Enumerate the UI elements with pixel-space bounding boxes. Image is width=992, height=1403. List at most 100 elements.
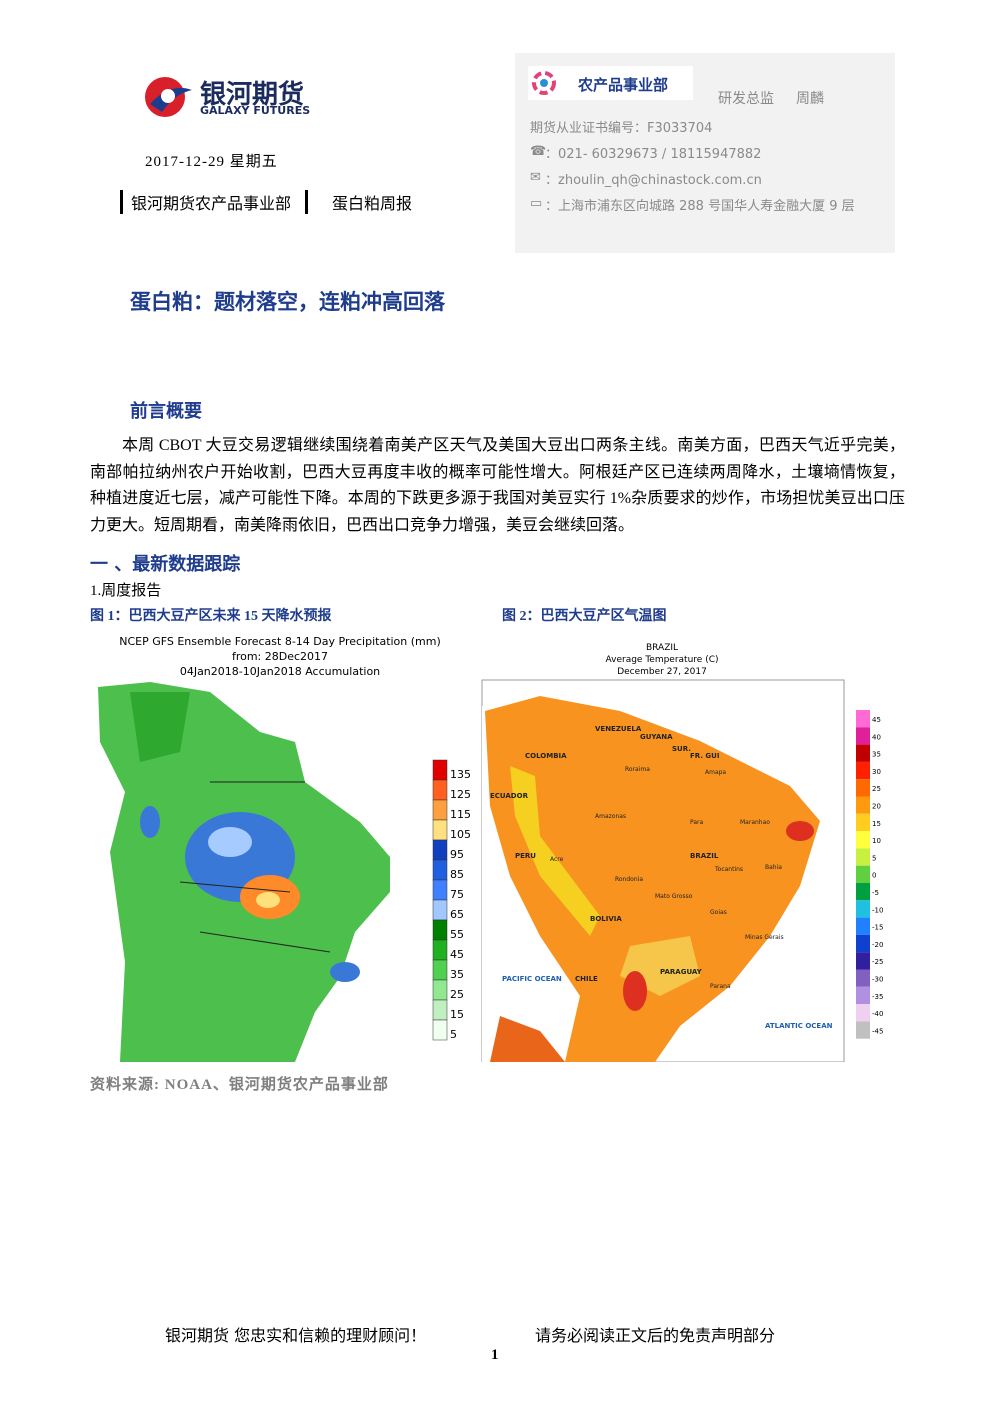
legend-label: 35 — [450, 968, 464, 981]
email: ：zhoulin_qh@chinastock.com.cn — [545, 173, 762, 188]
legend-label: 40 — [872, 733, 881, 741]
map-label: FR. GUI — [690, 752, 719, 760]
legend-label: -45 — [872, 1027, 883, 1035]
legend-swatch — [432, 839, 448, 861]
legend-label: 30 — [872, 768, 881, 776]
logo-mark — [145, 77, 192, 117]
map-label: Amapa — [705, 769, 726, 776]
dept: 银河期货农产品事业部 — [120, 190, 291, 214]
map-label: VENEZUELA — [595, 725, 642, 733]
map-label: Bahia — [765, 864, 782, 871]
footer-right: 请务必阅读正文后的免责声明部分 — [535, 1326, 776, 1345]
legend-swatch — [432, 859, 448, 881]
map-title: NCEP GFS Ensemble Forecast 8-14 Day Prec… — [119, 635, 441, 648]
legend-label: 65 — [450, 908, 464, 921]
legend-swatch — [856, 934, 870, 953]
legend-swatch — [432, 879, 448, 901]
map-label: PARAGUAY — [660, 968, 703, 976]
legend-label: 20 — [872, 803, 881, 811]
map-title: from: 28Dec2017 — [232, 650, 328, 663]
legend-label: -25 — [872, 958, 883, 966]
map-label: Acre — [550, 856, 564, 863]
legend-label: 55 — [450, 928, 464, 941]
footer-left: 银河期货 您忠实和信赖的理财顾问！ — [165, 1326, 427, 1345]
badge — [528, 66, 693, 100]
logo-en: GALAXY FUTURES — [200, 104, 311, 117]
legend-label: 125 — [450, 788, 471, 801]
map-title: December 27, 2017 — [617, 667, 707, 677]
legend-label: 5 — [450, 1028, 457, 1041]
legend-swatch — [856, 727, 870, 745]
legend-swatch — [856, 831, 870, 849]
role: 研发总监 — [718, 91, 774, 107]
map-label: BOLIVIA — [590, 915, 622, 923]
map-label: ECUADOR — [490, 792, 529, 800]
legend-label: -40 — [872, 1010, 883, 1018]
phone-icon: ☎ — [530, 143, 547, 158]
license: 期货从业证书编号：F3033704 — [530, 121, 713, 136]
legend-label: 95 — [450, 848, 464, 861]
legend-label: 45 — [872, 716, 881, 724]
legend-swatch — [856, 848, 870, 866]
map-label: GUYANA — [640, 733, 673, 741]
legend-label: -5 — [872, 889, 879, 897]
legend-swatch — [856, 883, 870, 901]
date: 2017-12-29 星期五 — [145, 154, 278, 170]
badge-text: 农产品事业部 — [578, 76, 669, 94]
legend-swatch — [856, 952, 870, 970]
legend-swatch — [432, 899, 448, 921]
legend-label: -30 — [872, 976, 883, 984]
caption: 图 2：巴西大豆产区气温图 — [502, 609, 667, 624]
phone: ：021- 60329673 / 18115947882 — [545, 147, 762, 162]
map-label: ATLANTIC OCEAN — [765, 1022, 833, 1030]
legend-label: 0 — [872, 872, 876, 880]
map-label: Maranhao — [740, 819, 770, 826]
intro-heading: 前言概要 — [130, 401, 202, 422]
legend-swatch — [856, 969, 870, 987]
map-label: Parana — [710, 983, 731, 990]
legend-swatch — [432, 799, 448, 821]
map-label: BRAZIL — [690, 852, 719, 860]
map-label: PERU — [515, 852, 536, 860]
address: ：上海市浦东区向城路 288 号国华人寿金融大厦 9 层 — [545, 199, 855, 214]
legend-label: 10 — [872, 837, 881, 845]
map-label: Amazonas — [595, 813, 626, 820]
map-label: Mato Grosso — [655, 893, 693, 900]
legend-swatch — [432, 919, 448, 941]
legend-label: -35 — [872, 993, 883, 1001]
legend-label: 85 — [450, 868, 464, 881]
legend-label: 15 — [872, 820, 881, 828]
legend-label: -10 — [872, 906, 883, 914]
legend-swatch — [432, 819, 448, 841]
legend-swatch — [432, 999, 448, 1021]
map-label: Minas Gerais — [745, 934, 784, 941]
legend-label: 115 — [450, 808, 471, 821]
map-label: Roraima — [625, 766, 650, 773]
legend-label: -20 — [872, 941, 883, 949]
map-label: Goias — [710, 909, 727, 916]
legend-swatch — [432, 939, 448, 961]
legend-swatch — [432, 1019, 448, 1041]
address-icon: ▭ — [530, 195, 543, 210]
map-label: Rondonia — [615, 876, 643, 883]
legend-swatch — [432, 959, 448, 981]
map-label: SUR. — [672, 745, 691, 753]
map-title: Average Temperature (C) — [606, 655, 719, 665]
logo-cn: 银河期货 — [200, 80, 305, 110]
map-title: BRAZIL — [646, 643, 678, 653]
legend-swatch — [432, 779, 448, 801]
legend-swatch — [856, 779, 870, 797]
legend-label: 5 — [872, 854, 876, 862]
legend-label: 105 — [450, 828, 471, 841]
legend-label: 25 — [450, 988, 464, 1001]
map-title: 04Jan2018-10Jan2018 Accumulation — [180, 665, 380, 678]
caption: 图 1：巴西大豆产区未来 15 天降水预报 — [90, 609, 332, 624]
email-icon: ✉ — [530, 169, 541, 184]
legend-label: 35 — [872, 751, 881, 759]
name: 周麟 — [796, 91, 824, 107]
map-label: CHILE — [575, 975, 598, 983]
legend-swatch — [856, 744, 870, 762]
section-heading: 一 、最新数据跟踪 — [90, 554, 241, 575]
legend-swatch — [856, 761, 870, 780]
